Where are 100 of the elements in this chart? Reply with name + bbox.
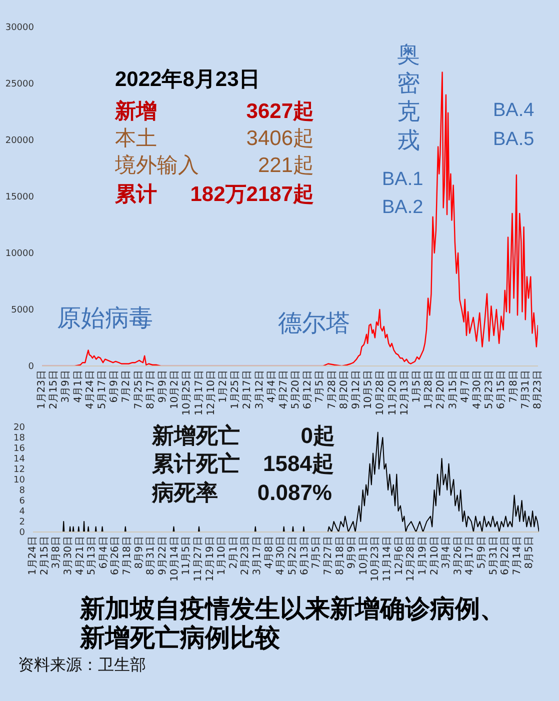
x-tick-label: 6月22日 bbox=[500, 536, 512, 576]
x-tick-label: 8月31日 bbox=[146, 536, 157, 576]
x-tick-label: 4月27日 bbox=[278, 370, 290, 410]
x-tick-label: 5月23日 bbox=[484, 370, 496, 410]
x-tick-label: 12月13日 bbox=[399, 370, 410, 416]
x-tick-label: 4月21日 bbox=[74, 536, 86, 576]
annotation: BA.5 bbox=[493, 129, 534, 150]
x-tick-label: 12月10日 bbox=[206, 370, 217, 416]
x-tick-label: 2月20日 bbox=[436, 370, 447, 410]
x-tick-label: 12月28日 bbox=[406, 536, 417, 582]
annotation: 累计 bbox=[115, 183, 157, 206]
x-tick-label: 3月15日 bbox=[448, 370, 459, 410]
text: 资料来源：卫生部 bbox=[18, 655, 146, 674]
x-tick-label: 8月5日 bbox=[524, 536, 535, 569]
x-tick-label: 7月14日 bbox=[512, 536, 524, 576]
annotation: 2022年8月23日 bbox=[115, 68, 260, 91]
x-tick-label: 5月17日 bbox=[96, 370, 108, 410]
x-tick-label: 4月17日 bbox=[464, 536, 476, 576]
y-tick-label: 5000 bbox=[11, 306, 34, 316]
x-tick-label: 10月28日 bbox=[375, 370, 386, 416]
x-tick-label: 3月9日 bbox=[60, 370, 72, 403]
x-tick-label: 2月23日 bbox=[240, 536, 252, 576]
x-tick-label: 12月19日 bbox=[204, 536, 216, 582]
y-tick-label: 10 bbox=[14, 476, 26, 486]
y-tick-label: 18 bbox=[14, 434, 26, 444]
x-tick-label: 6月12日 bbox=[302, 370, 314, 410]
text: 新加坡自疫情发生以来新增确诊病例、新增死亡病例比较 bbox=[80, 594, 506, 652]
x-tick-label: 4月8日 bbox=[264, 536, 275, 569]
x-tick-label: 11月5日 bbox=[181, 536, 192, 576]
y-tick-label: 14 bbox=[14, 454, 26, 465]
y-tick-label: 20 bbox=[14, 423, 26, 434]
y-tick-label: 4 bbox=[19, 507, 26, 518]
annotation: BA.1 bbox=[382, 169, 424, 190]
x-tick-label: 10月14日 bbox=[169, 536, 180, 582]
annotation: 182万2187起 bbox=[190, 183, 314, 206]
x-tick-label: 2月15日 bbox=[48, 370, 60, 410]
x-tick-label: 4月30日 bbox=[472, 370, 484, 410]
y-tick-label: 0 bbox=[28, 362, 34, 372]
x-tick-label: 10月2日 bbox=[170, 370, 181, 410]
x-tick-label: 11月27日 bbox=[192, 536, 204, 582]
x-tick-label: 10月25日 bbox=[182, 370, 193, 416]
x-tick-label: 5月22日 bbox=[287, 536, 298, 576]
annotation: 境外输入 bbox=[115, 154, 199, 177]
x-tick-label: 1月10日 bbox=[216, 536, 228, 576]
x-tick-label: 9月9日 bbox=[346, 536, 358, 569]
x-tick-label: 10月5日 bbox=[363, 370, 374, 410]
annotation: BA.4 bbox=[493, 100, 534, 121]
annotation: 221起 bbox=[258, 154, 314, 177]
x-tick-label: 12月6日 bbox=[394, 536, 405, 576]
x-tick-label: 8月9日 bbox=[134, 536, 145, 569]
x-tick-label: 10月1日 bbox=[358, 536, 370, 576]
x-tick-label: 8月17日 bbox=[145, 370, 156, 410]
x-tick-label: 7月5日 bbox=[311, 536, 322, 569]
y-tick-label: 30000 bbox=[5, 23, 34, 34]
x-tick-label: 2月15日 bbox=[39, 536, 50, 576]
x-tick-label: 9月12日 bbox=[351, 370, 362, 410]
x-tick-label: 11月20日 bbox=[387, 370, 398, 416]
annotation: BA.2 bbox=[382, 197, 424, 218]
x-tick-label: 6月9日 bbox=[109, 370, 120, 403]
x-tick-label: 4月7日 bbox=[460, 370, 471, 403]
y-tick-label: 12 bbox=[14, 465, 25, 476]
y-tick-label: 6 bbox=[19, 496, 26, 507]
x-tick-label: 3月26日 bbox=[452, 536, 464, 576]
x-tick-label: 7月5日 bbox=[314, 370, 326, 403]
x-tick-label: 7月18日 bbox=[122, 536, 134, 576]
x-tick-label: 7月2日 bbox=[121, 370, 132, 403]
x-tick-label: 4月24日 bbox=[84, 370, 96, 410]
x-tick-label: 7月25日 bbox=[133, 370, 144, 410]
x-tick-label: 1月2日 bbox=[218, 370, 229, 403]
x-tick-label: 9月9日 bbox=[157, 370, 168, 403]
x-tick-label: 2月10日 bbox=[429, 536, 440, 576]
x-tick-label: 8月18日 bbox=[334, 536, 346, 576]
x-tick-label: 4月1日 bbox=[72, 370, 84, 403]
annotation: 3627起 bbox=[246, 100, 314, 123]
annotation: 本土 bbox=[115, 127, 157, 150]
y-tick-label: 8 bbox=[19, 486, 26, 496]
x-tick-label: 7月27日 bbox=[322, 536, 334, 576]
x-tick-label: 1月5日 bbox=[412, 370, 423, 403]
annotation: 0起 bbox=[300, 423, 335, 448]
annotation: 3406起 bbox=[246, 127, 314, 150]
x-tick-label: 5月13日 bbox=[86, 536, 98, 576]
annotation: 新增 bbox=[115, 100, 157, 123]
x-tick-label: 8月23日 bbox=[532, 370, 544, 410]
x-tick-label: 6月26日 bbox=[110, 536, 122, 576]
annotation: 德尔塔 bbox=[278, 309, 350, 337]
y-tick-label: 20000 bbox=[5, 136, 34, 146]
annotation: 1584起 bbox=[263, 451, 334, 476]
x-tick-label: 11月14日 bbox=[382, 536, 394, 582]
x-tick-label: 4月30日 bbox=[276, 536, 287, 576]
x-tick-label: 1月28日 bbox=[424, 370, 435, 410]
x-tick-label: 3月12日 bbox=[254, 370, 266, 410]
y-tick-label: 25000 bbox=[5, 80, 34, 90]
x-tick-label: 1月24日 bbox=[28, 536, 38, 576]
x-tick-label: 1月25日 bbox=[230, 370, 242, 410]
x-tick-label: 2月1日 bbox=[228, 536, 240, 569]
x-tick-label: 4月4日 bbox=[266, 370, 278, 403]
x-tick-label: 7月8日 bbox=[508, 370, 520, 403]
y-tick-label: 10000 bbox=[5, 249, 34, 260]
x-tick-label: 10月23日 bbox=[370, 536, 382, 582]
annotation: 新增死亡 bbox=[152, 423, 240, 448]
